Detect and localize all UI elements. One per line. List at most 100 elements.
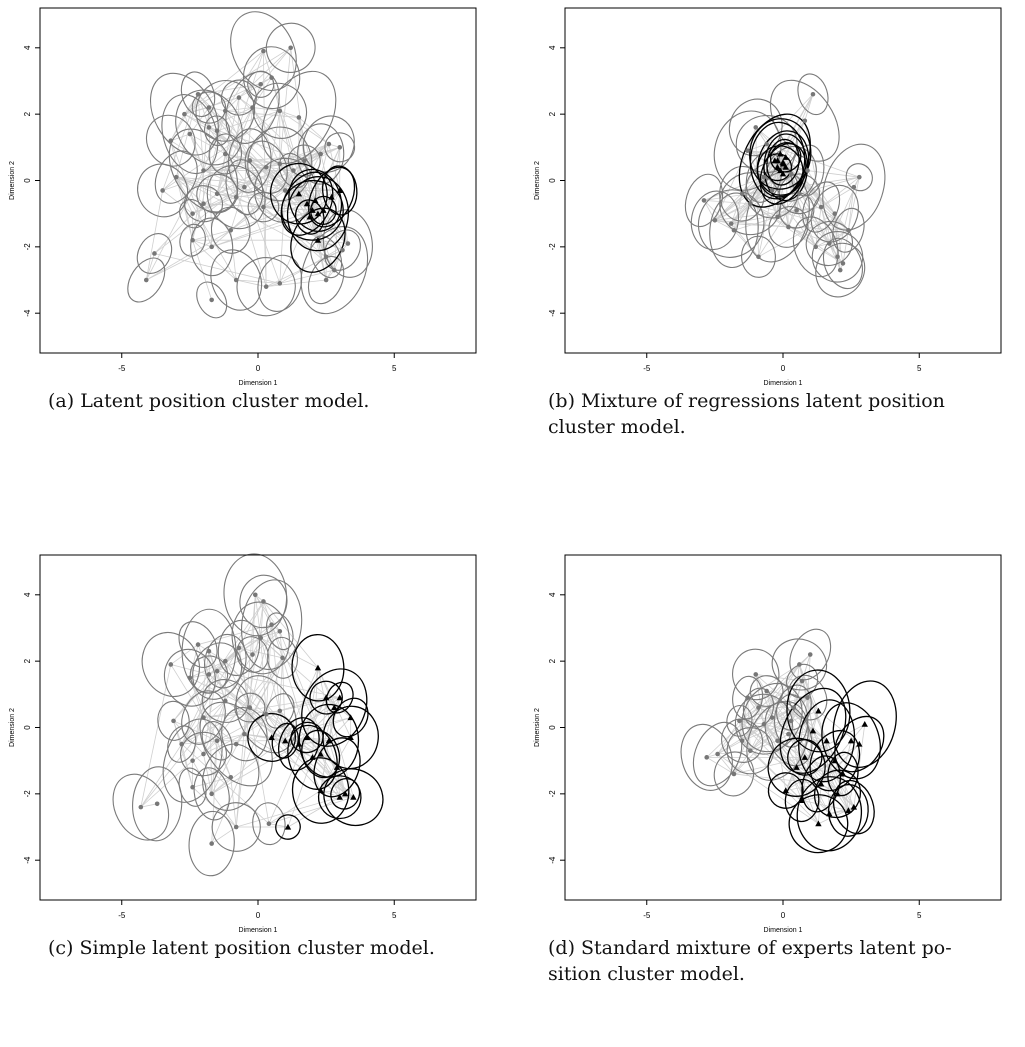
data-point-circle <box>173 174 179 180</box>
network-edge <box>225 110 299 118</box>
data-point-circle <box>291 168 296 173</box>
x-axis-label: Dimension 1 <box>239 927 278 934</box>
data-point-triangle <box>815 707 822 714</box>
data-point-circle <box>802 118 808 124</box>
network-edge <box>170 113 185 141</box>
network-edge <box>224 153 267 287</box>
network-edge <box>804 120 822 208</box>
uncertainty-ellipse <box>832 779 875 835</box>
uncertainty-ellipse <box>796 776 863 852</box>
network-edge <box>279 657 283 711</box>
network-edge <box>782 162 838 257</box>
data-point-circle <box>791 705 797 710</box>
y-tick-label: -2 <box>548 790 557 798</box>
y-tick-label: -4 <box>548 856 557 864</box>
network-edge <box>208 127 308 205</box>
network-edge <box>203 753 213 794</box>
uncertainty-ellipse <box>217 619 261 677</box>
network-edge <box>328 697 341 741</box>
uncertainty-ellipse <box>776 684 812 731</box>
data-point-triangle <box>306 213 313 220</box>
network-edge <box>230 200 316 231</box>
data-point-triangle <box>336 187 343 194</box>
points-black-triangle <box>268 664 357 830</box>
network-edge <box>282 657 286 741</box>
network-edge <box>170 664 204 718</box>
data-point-triangle <box>295 190 303 197</box>
network-edge <box>812 710 819 731</box>
network-edge <box>284 170 294 191</box>
data-point-circle <box>764 141 769 147</box>
data-point-triangle <box>779 159 787 165</box>
network-edge <box>249 160 280 165</box>
network-edge <box>848 744 860 811</box>
y-tick-label: 0 <box>548 178 557 183</box>
y-tick-label: 0 <box>548 725 557 730</box>
network-edge <box>714 219 732 225</box>
network-edge <box>189 660 226 679</box>
network-edge <box>244 710 281 735</box>
data-point-circle <box>233 824 239 830</box>
network-edge <box>211 229 232 248</box>
network-edge <box>208 107 253 128</box>
network-edge <box>706 707 759 758</box>
data-point-circle <box>337 145 343 150</box>
uncertainty-ellipse <box>297 123 345 185</box>
uncertainty-ellipse <box>223 553 288 637</box>
uncertainty-ellipse <box>266 612 294 651</box>
network-edge <box>333 250 343 271</box>
uncertainty-ellipse <box>208 133 243 175</box>
points-gray-circle <box>704 652 813 777</box>
data-point-circle <box>168 138 174 143</box>
data-point-circle <box>739 191 745 197</box>
network-edge <box>279 697 340 712</box>
network-edge <box>197 94 204 171</box>
caption-d: (d) Standard mixture of experts latent p… <box>548 937 952 985</box>
data-point-circle <box>799 678 805 684</box>
y-axis-label: Dimension 2 <box>534 708 541 747</box>
network-edge <box>279 146 340 165</box>
network-edge <box>176 176 237 198</box>
data-point-circle <box>818 204 824 210</box>
network-edge <box>306 203 324 211</box>
data-point-circle <box>786 224 791 230</box>
network-edge <box>216 700 226 741</box>
uncertainty-ellipse <box>845 163 873 192</box>
uncertainty-ellipse <box>749 121 806 200</box>
network-edge <box>208 651 226 702</box>
ellipses-gray-circle <box>127 11 373 319</box>
uncertainty-ellipse <box>193 767 230 821</box>
uncertainty-ellipse <box>286 176 350 252</box>
uncertainty-ellipse <box>244 140 288 194</box>
data-point-circle <box>228 227 234 233</box>
network-edge <box>293 153 321 171</box>
data-point-circle <box>807 652 813 657</box>
data-point-triangle <box>850 803 858 810</box>
data-point-triangle <box>782 154 789 160</box>
uncertainty-ellipse <box>294 199 325 235</box>
data-point-circle <box>195 642 201 647</box>
uncertainty-ellipse <box>252 82 308 139</box>
network-edge <box>306 697 327 738</box>
uncertainty-ellipse <box>157 700 190 741</box>
network-edge <box>238 647 283 659</box>
x-tick-label: -5 <box>118 911 126 920</box>
data-point-triangle <box>815 820 822 827</box>
network-edge <box>173 674 210 722</box>
uncertainty-ellipse <box>199 701 273 787</box>
chart-d: -5 0 5 Dimension 1 -4 -2 0 2 4 Dimension 2 <box>534 554 1002 934</box>
network-edge <box>750 203 849 231</box>
data-point-triangle <box>801 754 808 760</box>
uncertainty-ellipse <box>792 216 839 278</box>
network-edge <box>192 239 212 248</box>
network-edge <box>279 110 300 118</box>
network-edge <box>306 737 329 742</box>
data-point-circle <box>277 628 283 634</box>
uncertainty-ellipse <box>787 738 823 776</box>
x-tick-label: 5 <box>917 911 922 920</box>
data-point-circle <box>851 184 857 190</box>
data-point-circle <box>323 277 329 283</box>
data-point-circle <box>214 191 220 197</box>
data-point-circle <box>296 115 302 120</box>
data-point-circle <box>786 731 791 737</box>
